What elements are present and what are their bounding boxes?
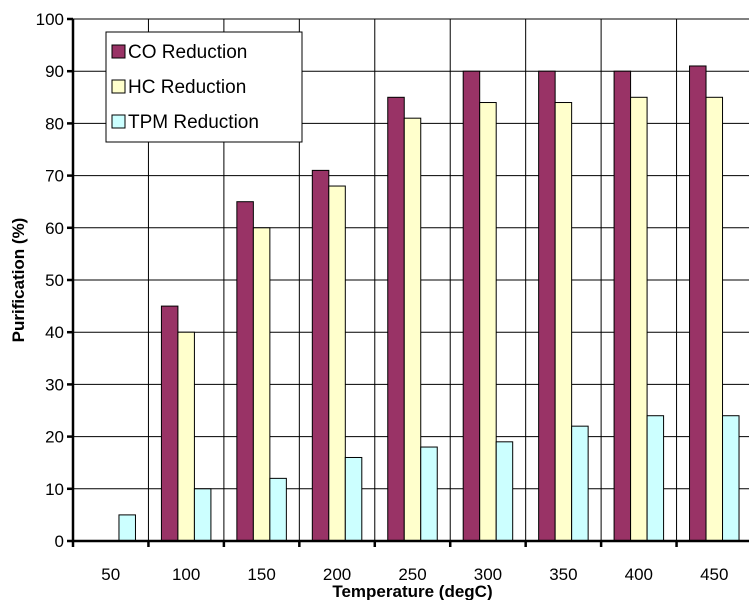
x-axis-title: Temperature (degC) (332, 582, 492, 600)
legend: CO Reduction HC Reduction TPM Reduction (105, 31, 303, 143)
bar-co-reduction-300 (462, 70, 481, 542)
y-tick-label: 40 (45, 323, 64, 342)
bar-co-reduction-350 (538, 70, 556, 542)
y-tick-label: 80 (45, 114, 64, 133)
legend-swatch (111, 114, 126, 129)
bar-hc-reduction-300 (479, 102, 497, 542)
bar-hc-reduction-200 (328, 185, 346, 542)
y-tick-label: 100 (36, 10, 64, 29)
bar-hc-reduction-400 (630, 96, 648, 542)
bar-tpm-reduction-350 (571, 425, 589, 542)
y-tick-label: 50 (45, 271, 64, 290)
x-tick-label: 250 (398, 565, 426, 584)
bar-hc-reduction-350 (554, 102, 573, 542)
x-tick-label: 200 (323, 565, 351, 584)
bar-hc-reduction-450 (705, 96, 724, 542)
y-axis-title: Purification (%) (9, 218, 28, 343)
legend-swatch (111, 44, 126, 59)
bar-tpm-reduction-50 (118, 514, 136, 542)
bar-co-reduction-400 (613, 70, 632, 542)
y-tick-label: 60 (45, 219, 64, 238)
bar-tpm-reduction-100 (193, 488, 212, 542)
legend-label: HC Reduction (128, 77, 246, 98)
bar-tpm-reduction-300 (495, 441, 514, 542)
bar-co-reduction-200 (311, 169, 330, 542)
tick-labels: 0 10 20 30 40 50 60 70 80 90 100 50 100 150 200 250 300 3… (36, 10, 729, 584)
legend-label: CO Reduction (128, 42, 247, 63)
y-tick-label: 70 (45, 167, 64, 186)
y-tick-label: 0 (55, 532, 64, 551)
legend-swatch (111, 79, 126, 94)
x-tick-label: 450 (700, 565, 728, 584)
bar-tpm-reduction-400 (646, 415, 665, 542)
axes (67, 17, 749, 547)
bar-tpm-reduction-450 (722, 415, 740, 542)
bar-tpm-reduction-250 (420, 446, 438, 542)
x-tick-label: 300 (474, 565, 502, 584)
bar-co-reduction-100 (160, 305, 179, 542)
legend-box (105, 31, 303, 143)
bar-co-reduction-450 (689, 65, 707, 542)
bar-hc-reduction-100 (177, 331, 195, 542)
bar-tpm-reduction-150 (269, 477, 287, 542)
bar-hc-reduction-150 (252, 227, 271, 542)
y-tick-label: 90 (45, 62, 64, 81)
bar-co-reduction-150 (236, 201, 254, 542)
y-tick-label: 10 (45, 480, 64, 499)
x-tick-label: 350 (549, 565, 577, 584)
x-tick-label: 100 (172, 565, 200, 584)
bar-co-reduction-250 (387, 96, 405, 542)
bar-hc-reduction-250 (403, 117, 422, 542)
x-tick-label: 400 (625, 565, 653, 584)
y-tick-label: 20 (45, 428, 64, 447)
bar-tpm-reduction-200 (344, 456, 363, 542)
x-tick-label: 150 (247, 565, 275, 584)
x-tick-label: 50 (101, 565, 120, 584)
legend-label: TPM Reduction (128, 112, 259, 133)
y-tick-label: 30 (45, 375, 64, 394)
